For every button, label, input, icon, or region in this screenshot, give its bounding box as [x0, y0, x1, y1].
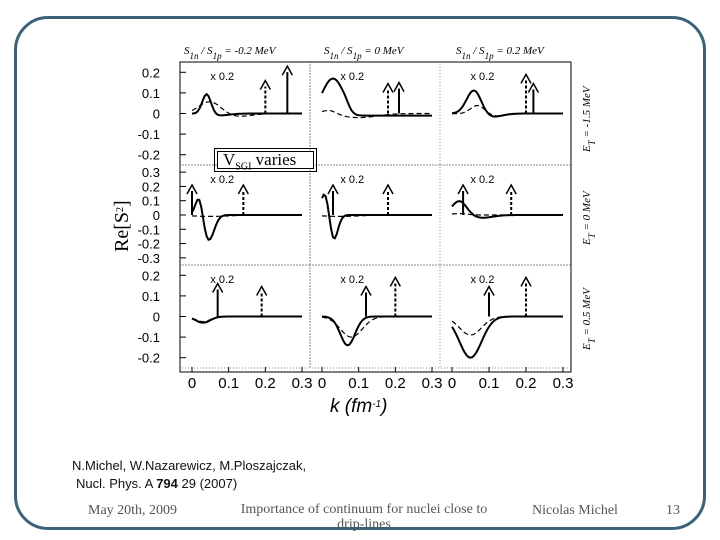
y-tick-label: -0.2	[138, 148, 160, 163]
x-tick-label: 0.1	[479, 375, 500, 392]
y-tick-label: -0.2	[138, 351, 160, 366]
y-tick-label: -0.1	[138, 222, 160, 237]
y-tick-label: 0.2	[142, 179, 160, 194]
x-tick-label: 0	[318, 375, 326, 392]
footer-date: May 20th, 2009	[88, 503, 178, 518]
y-tick-label: 0.3	[142, 165, 160, 180]
varies-label: VSGI varies	[223, 150, 297, 173]
scale-note: x 0.2	[471, 174, 495, 186]
y-tick-label: 0.2	[142, 65, 160, 80]
column-title: S1n / S1p = 0 MeV	[324, 45, 405, 61]
varies-label-box: VSGI varies	[214, 148, 317, 172]
scale-note: x 0.2	[340, 274, 364, 286]
scale-note: x 0.2	[471, 274, 495, 286]
citation-line-2: Nucl. Phys. A 794 29 (2007)	[76, 476, 238, 491]
scale-note: x 0.2	[340, 71, 364, 83]
scale-note: x 0.2	[471, 71, 495, 83]
y-tick-label: 0.1	[142, 289, 160, 304]
x-tick-label: 0	[448, 375, 456, 392]
y-tick-label: 0.1	[142, 86, 160, 101]
footer-page-number: 13	[666, 503, 680, 518]
y-tick-label: -0.1	[138, 330, 160, 345]
y-tick-label: 0.1	[142, 194, 160, 209]
row-label: ET = 0.5 MeV	[581, 287, 597, 351]
y-tick-label: 0	[153, 107, 160, 122]
slide-frame	[14, 16, 706, 530]
y-tick-label: 0	[153, 208, 160, 223]
y-tick-label: -0.3	[138, 251, 160, 266]
x-tick-label: 0.2	[516, 375, 537, 392]
y-tick-label: -0.2	[138, 237, 160, 252]
x-tick-label: 0	[188, 375, 196, 392]
column-title: S1n / S1p = -0.2 MeV	[184, 45, 277, 61]
row-label: ET = 0 MeV	[581, 190, 597, 246]
scale-note: x 0.2	[210, 174, 234, 186]
y-tick-label: 0	[153, 310, 160, 325]
scale-note: x 0.2	[340, 174, 364, 186]
citation-line-1: N.Michel, W.Nazarewicz, M.Ploszajczak,	[72, 458, 307, 473]
x-tick-label: 0.2	[385, 375, 406, 392]
x-tick-label: 0.3	[422, 375, 443, 392]
scale-note: x 0.2	[210, 71, 234, 83]
x-axis-title: k (fm-1)	[330, 396, 387, 417]
y-tick-label: 0.2	[142, 268, 160, 283]
x-tick-label: 0.3	[553, 375, 574, 392]
row-label: ET = -1.5 MeV	[581, 85, 597, 153]
footer-author: Nicolas Michel	[532, 503, 618, 518]
column-title: S1n / S1p = 0.2 MeV	[456, 45, 545, 61]
y-axis-title: Re[S2]	[111, 200, 133, 252]
x-tick-label: 0.1	[218, 375, 239, 392]
x-tick-label: 0.3	[292, 375, 313, 392]
citation-caption: N.Michel, W.Nazarewicz, M.Ploszajczak, N…	[72, 457, 306, 493]
footer-title: Importance of continuum for nuclei close…	[240, 502, 488, 532]
x-tick-label: 0.1	[348, 375, 369, 392]
scale-note: x 0.2	[210, 274, 234, 286]
y-tick-label: -0.1	[138, 127, 160, 142]
x-tick-label: 0.2	[255, 375, 276, 392]
